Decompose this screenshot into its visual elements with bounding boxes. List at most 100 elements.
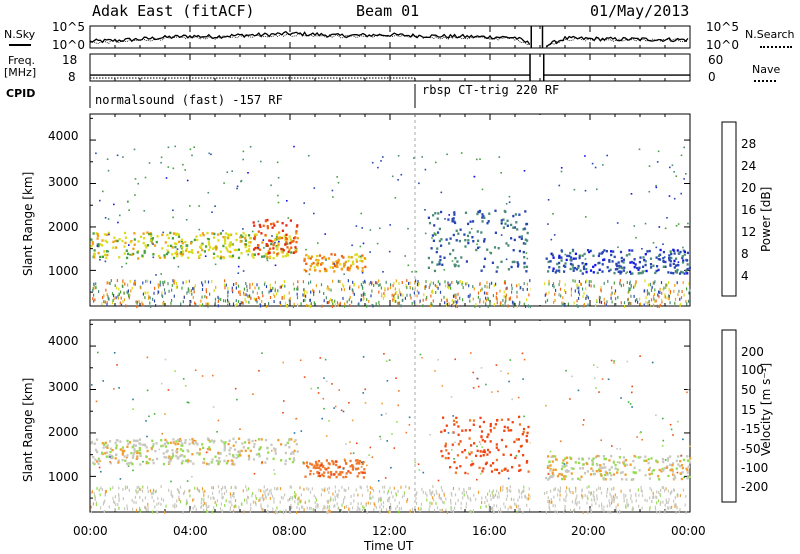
cell-ground-scatter [327, 487, 329, 491]
cell-ground-scatter [495, 282, 497, 286]
cell-feature-1 [211, 247, 215, 250]
cell-ground-scatter [593, 498, 595, 502]
cell-ground-scatter [413, 509, 416, 513]
cell-ground-scatter [616, 496, 618, 499]
cell-feature-3 [324, 257, 327, 261]
cell-ground-scatter [104, 493, 106, 497]
cell-ground-scatter [565, 291, 567, 294]
cell-feature-1 [131, 463, 134, 466]
cell-ground-scatter [371, 289, 373, 293]
cell-sparse-scatter [673, 197, 676, 200]
cell-ground-scatter [156, 510, 159, 514]
cell-feature-1 [226, 250, 230, 253]
cell-feature-1 [202, 234, 205, 237]
cell-ground-scatter [247, 496, 250, 500]
cell-feature-1 [253, 442, 256, 446]
cell-feature-4 [471, 236, 474, 239]
cell-feature-4 [577, 457, 580, 460]
cell-feature-1 [106, 444, 109, 447]
cell-sparse-scatter [278, 240, 280, 243]
cell-ground-scatter [689, 288, 691, 292]
cell-feature-3 [356, 267, 360, 270]
cell-feature-4 [561, 461, 564, 465]
cell-feature-3 [505, 445, 508, 448]
cell-ground-scatter [329, 504, 331, 508]
cell-feature-1 [223, 442, 226, 445]
cell-ground-scatter [630, 494, 632, 498]
cell-sparse-scatter [99, 460, 102, 462]
cell-feature-1 [272, 457, 275, 460]
cell-ground-scatter [556, 493, 559, 497]
cell-ground-scatter [109, 282, 111, 285]
cell-feature-4 [554, 468, 557, 471]
cell-ground-scatter [562, 296, 564, 300]
cell-feature-1 [128, 441, 132, 444]
cell-ground-scatter [498, 495, 500, 499]
cell-sparse-scatter [257, 220, 260, 223]
cell-feature-4 [507, 244, 510, 247]
cell-ground-scatter [224, 485, 226, 489]
cell-ground-scatter [590, 510, 592, 514]
cell-feature-1 [231, 243, 234, 246]
cell-ground-scatter [443, 493, 445, 497]
cell-ground-scatter [511, 287, 513, 290]
cell-ground-scatter [319, 290, 321, 294]
cell-feature-1 [192, 442, 195, 445]
cell-ground-scatter [486, 285, 488, 289]
cell-sparse-scatter [688, 466, 690, 468]
cell-feature-1 [172, 232, 175, 235]
cell-sparse-scatter [113, 352, 116, 354]
cell-feature-3 [515, 438, 518, 441]
cell-ground-scatter [317, 505, 319, 509]
cell-feature-5 [620, 260, 623, 263]
cell-feature-1 [207, 238, 210, 241]
cell-ground-scatter [202, 490, 204, 494]
cell-feature-1 [105, 250, 109, 253]
cell-feature-5 [598, 252, 601, 255]
cell-sparse-scatter [109, 461, 111, 463]
cell-feature-4 [520, 235, 523, 238]
cell-feature-2 [280, 236, 283, 240]
cell-feature-4 [523, 262, 526, 265]
cell-ground-scatter [397, 296, 399, 300]
cell-feature-1 [109, 462, 112, 465]
cell-ground-scatter [128, 296, 130, 300]
cell-ground-scatter [555, 288, 557, 292]
cell-feature-3 [310, 255, 313, 258]
cell-ground-scatter [106, 281, 108, 285]
cell-ground-scatter [619, 279, 621, 283]
cell-ground-scatter [437, 286, 439, 290]
cell-ground-scatter [237, 300, 240, 304]
cell-ground-scatter [564, 505, 566, 509]
velocity-colorbar [721, 329, 737, 503]
cell-sparse-scatter [522, 378, 524, 380]
cell-sparse-scatter [472, 387, 475, 389]
beam-title: Beam 01 [356, 2, 420, 20]
cell-ground-scatter [494, 493, 497, 497]
cell-feature-3 [507, 418, 510, 421]
cell-ground-scatter [550, 489, 552, 493]
cell-feature-3 [346, 266, 350, 269]
cell-feature-5 [602, 258, 605, 262]
cell-feature-1 [135, 457, 138, 460]
cell-ground-scatter [223, 283, 226, 287]
cell-ground-scatter [581, 489, 583, 493]
cell-feature-1 [149, 239, 152, 242]
cell-feature-1 [199, 448, 202, 451]
cell-feature-5 [658, 258, 662, 261]
cell-feature-2 [295, 240, 298, 244]
cell-sparse-scatter [249, 146, 252, 148]
cell-ground-scatter [601, 502, 603, 506]
cell-ground-scatter [548, 499, 550, 503]
cell-feature-1 [181, 442, 184, 445]
cell-feature-1 [127, 252, 130, 256]
cell-feature-3 [493, 426, 496, 430]
cell-feature-5 [649, 257, 653, 260]
cell-sparse-scatter [134, 194, 136, 196]
cell-feature-5 [608, 260, 611, 263]
cell-feature-5 [632, 261, 635, 265]
cell-feature-3 [521, 433, 524, 436]
cell-feature-4 [477, 246, 480, 249]
cell-ground-scatter [265, 285, 268, 289]
cell-ground-scatter [463, 489, 465, 493]
